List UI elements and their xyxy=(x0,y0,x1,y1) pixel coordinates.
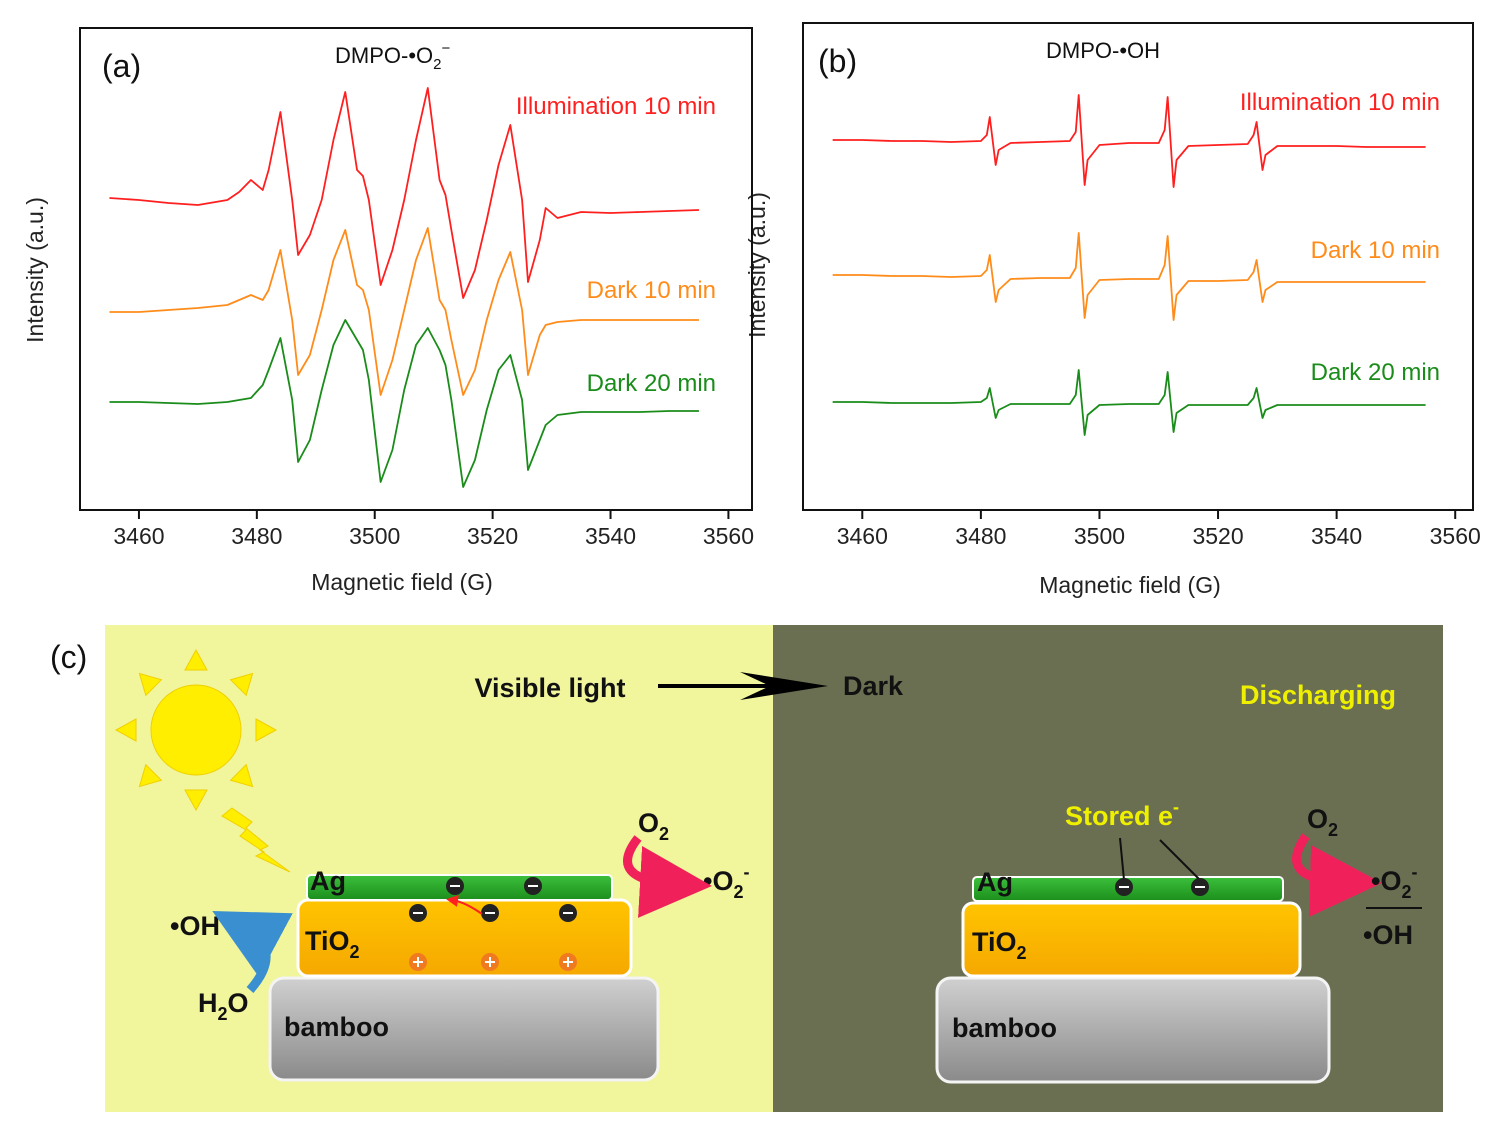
series-label: Illumination 10 min xyxy=(516,93,716,120)
text-sup: - xyxy=(1411,862,1417,882)
x-tick-label: 3500 xyxy=(349,523,400,549)
x-tick-label: 3540 xyxy=(585,523,636,549)
species: O2 xyxy=(1307,804,1338,840)
title-sup: − xyxy=(441,40,450,57)
x-tick-label: 3540 xyxy=(1311,523,1362,549)
bamboo-layer xyxy=(935,976,1331,1084)
layer-label: bamboo xyxy=(284,1012,389,1042)
text-sup: - xyxy=(743,862,749,882)
x-tick-label: 3560 xyxy=(1430,523,1481,549)
title-sub: 2 xyxy=(433,56,441,73)
species: •O2- xyxy=(1371,862,1417,902)
caption: Dark xyxy=(843,671,904,701)
spectrum-line xyxy=(109,227,699,396)
caption: Visible light xyxy=(474,673,625,703)
text-part: H xyxy=(198,988,218,1018)
layer-label: Ag xyxy=(310,866,346,896)
lightning xyxy=(221,807,291,873)
reduction-arrow xyxy=(623,835,712,918)
plot-frame xyxy=(79,27,753,511)
x-tick-label: 3520 xyxy=(1192,523,1243,549)
text-part: TiO xyxy=(305,926,350,956)
x-tick-label: 3480 xyxy=(231,523,282,549)
series-label: Dark 20 min xyxy=(1311,359,1440,386)
x-tick-label: 3500 xyxy=(1074,523,1125,549)
text-sup: - xyxy=(1173,797,1179,817)
layer-label: TiO2 xyxy=(305,926,360,962)
text-sub: 2 xyxy=(1401,882,1411,902)
arrow-head xyxy=(740,672,828,700)
stored-electrons: Stored e- xyxy=(1065,797,1179,831)
holes xyxy=(409,953,577,971)
series-label: Illumination 10 min xyxy=(1240,89,1440,116)
text-part: TiO xyxy=(972,927,1017,957)
y-axis-title: Intensity (a.u.) xyxy=(744,192,770,338)
spectrum-line xyxy=(109,319,699,488)
text-part: O xyxy=(638,808,659,838)
text-part: •O xyxy=(703,866,733,896)
panel-label: (a) xyxy=(102,48,141,84)
text-part: Stored e xyxy=(1065,801,1173,831)
spectrum-line xyxy=(832,232,1426,321)
transfer-arrow xyxy=(446,894,483,915)
species: •OH xyxy=(1363,920,1413,950)
tio2-layer xyxy=(961,901,1302,978)
panel-label: (c) xyxy=(50,639,87,675)
series-label: Dark 10 min xyxy=(587,277,716,304)
text-part: O xyxy=(228,988,249,1018)
electrons xyxy=(1115,837,1209,896)
diagram: (c) Visible light Dark Discharging Ag Ti… xyxy=(50,625,1443,1112)
text-sub: 2 xyxy=(218,1004,228,1024)
panel-label: (b) xyxy=(818,43,857,79)
x-tick-label: 3480 xyxy=(955,523,1006,549)
oxidation-arrow xyxy=(212,910,293,993)
sun xyxy=(114,648,278,812)
x-tick-label: 3460 xyxy=(837,523,888,549)
text-sub: 2 xyxy=(1017,943,1027,963)
x-axis-title: Magnetic field (G) xyxy=(1039,572,1221,598)
layer-label: TiO2 xyxy=(972,927,1027,963)
species: H2O xyxy=(198,988,249,1024)
species: •OH xyxy=(170,911,220,941)
text-part: O xyxy=(1307,804,1328,834)
spectrum-line xyxy=(832,369,1426,436)
reduction-arrow xyxy=(1292,833,1382,917)
plot-frame xyxy=(802,22,1474,511)
species: O2 xyxy=(638,808,669,844)
layer-label: Ag xyxy=(977,867,1013,897)
text-sub: 2 xyxy=(350,942,360,962)
x-tick-label: 3560 xyxy=(703,523,754,549)
x-tick-label: 3460 xyxy=(113,523,164,549)
x-axis-title: Magnetic field (G) xyxy=(311,569,493,595)
text-sub: 2 xyxy=(659,824,669,844)
bamboo-layer xyxy=(268,976,660,1082)
chart-title: DMPO-•OH xyxy=(1046,38,1160,63)
layer-label: bamboo xyxy=(952,1013,1057,1043)
spectrum-line xyxy=(109,87,699,299)
title-part: DMPO-•O xyxy=(335,43,433,68)
y-axis-title: Intensity (a.u.) xyxy=(22,197,48,343)
series-label: Dark 20 min xyxy=(587,370,716,397)
electrons xyxy=(409,877,577,922)
x-tick-label: 3520 xyxy=(467,523,518,549)
status: Discharging xyxy=(1240,680,1396,710)
chart-title: DMPO-•O2− xyxy=(335,40,450,73)
spectrum-line xyxy=(832,94,1426,188)
text-sub: 2 xyxy=(1328,820,1338,840)
text-part: •O xyxy=(1371,866,1401,896)
series-label: Dark 10 min xyxy=(1311,237,1440,264)
text-sub: 2 xyxy=(733,882,743,902)
